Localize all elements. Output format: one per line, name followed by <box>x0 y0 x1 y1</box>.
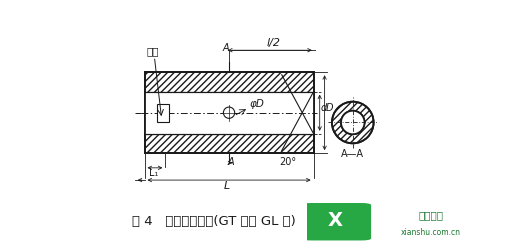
FancyBboxPatch shape <box>301 203 371 241</box>
Text: A: A <box>223 43 229 53</box>
Text: L₁: L₁ <box>150 168 159 178</box>
Text: 线束未来: 线束未来 <box>418 210 443 220</box>
Text: X: X <box>328 211 343 230</box>
Text: xianshu.com.cn: xianshu.com.cn <box>401 228 461 237</box>
Text: L: L <box>223 181 230 191</box>
Circle shape <box>223 107 234 118</box>
Text: l/2: l/2 <box>266 38 281 48</box>
Wedge shape <box>332 102 374 143</box>
Text: D: D <box>326 103 333 113</box>
Text: 20°: 20° <box>279 157 296 167</box>
Circle shape <box>341 111 365 134</box>
Text: φD: φD <box>250 98 265 109</box>
Bar <box>144 134 313 153</box>
Bar <box>144 72 313 92</box>
Text: 标记: 标记 <box>147 46 159 56</box>
Text: d: d <box>321 103 327 113</box>
Text: A: A <box>228 157 234 167</box>
Bar <box>157 104 169 122</box>
Text: 图 4   铜或铝连接管(GT 型或 GL 型): 图 4 铜或铝连接管(GT 型或 GL 型) <box>133 215 296 228</box>
Text: A—A: A—A <box>342 149 364 159</box>
Bar <box>144 92 313 134</box>
